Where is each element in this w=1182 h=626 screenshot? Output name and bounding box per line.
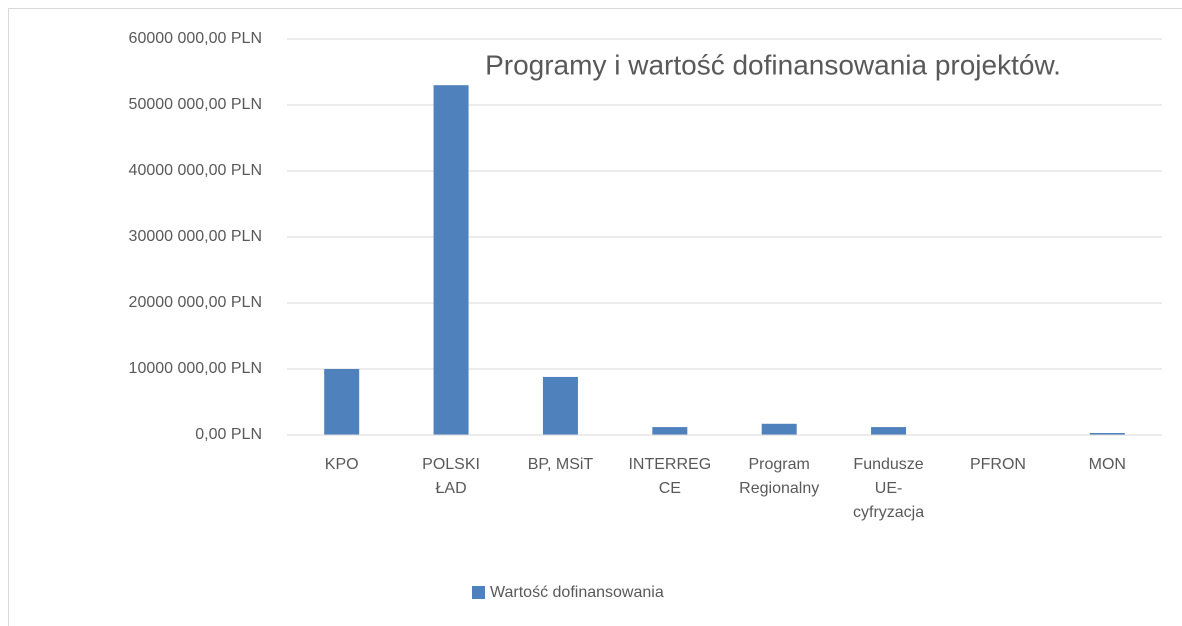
y-tick-label: 10000 000,00 PLN	[129, 360, 262, 377]
x-tick-label-box: BP, MSiT	[527, 456, 594, 473]
x-tick-label: BP, MSiT	[527, 456, 594, 473]
bar	[871, 427, 907, 435]
y-tick-label: 0,00 PLN	[195, 426, 262, 443]
y-tick-label: 40000 000,00 PLN	[129, 162, 262, 179]
x-tick-label-box: MON	[1088, 456, 1126, 473]
bar	[324, 369, 360, 435]
x-tick-label: MON	[1088, 456, 1126, 473]
y-tick-label: 30000 000,00 PLN	[129, 228, 262, 245]
bar	[761, 423, 797, 435]
chart-frame	[8, 8, 1182, 626]
x-tick-label-box: POLSKI ŁAD	[422, 456, 480, 497]
y-tick-label: 50000 000,00 PLN	[129, 96, 262, 113]
x-tick-label-box: Program Regionalny	[739, 456, 820, 497]
bar	[1089, 433, 1125, 435]
x-tick-label: POLSKI ŁAD	[422, 456, 480, 497]
x-tick-label-box: KPO	[324, 456, 359, 473]
x-tick-label: KPO	[324, 456, 359, 473]
y-tick-label: 60000 000,00 PLN	[129, 30, 262, 47]
bar	[433, 85, 469, 435]
x-tick-label: Program Regionalny	[739, 456, 820, 497]
bar	[542, 376, 578, 435]
chart-title: Programy i wartość dofinansowania projek…	[485, 49, 1061, 80]
y-tick-label: 20000 000,00 PLN	[129, 294, 262, 311]
x-tick-label-box: Fundusze UE-cyfryzacja	[853, 456, 925, 521]
legend-label: Wartość dofinansowania	[490, 584, 664, 601]
x-tick-label: PFRON	[969, 456, 1026, 473]
x-tick-label: INTERREG CE	[628, 456, 712, 497]
x-tick-label: Fundusze UE-cyfryzacja	[853, 456, 925, 521]
x-tick-label-box: PFRON	[969, 456, 1026, 473]
bar	[652, 427, 688, 435]
legend-swatch	[472, 586, 485, 599]
x-tick-label-box: INTERREG CE	[628, 456, 712, 497]
